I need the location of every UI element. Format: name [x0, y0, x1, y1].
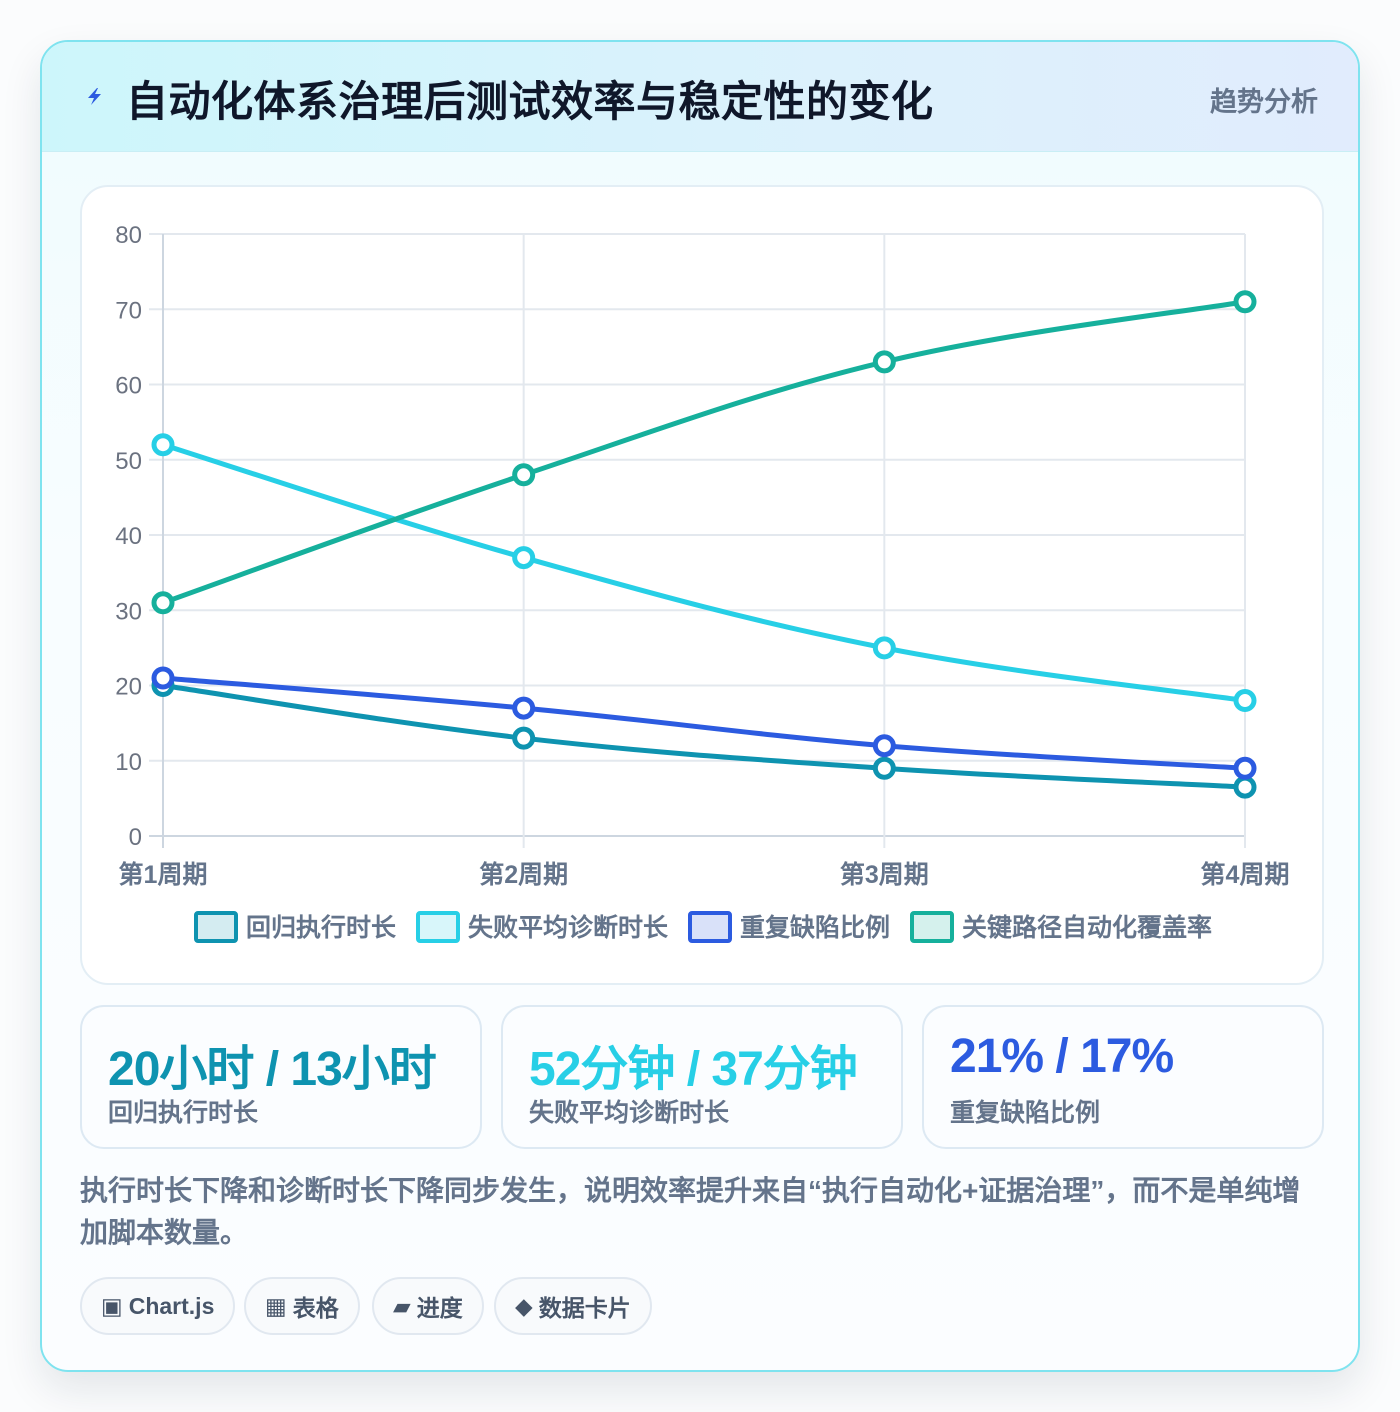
- pill-table[interactable]: ▦ 表格: [244, 1277, 360, 1335]
- stat-label: 失败平均诊断时长: [529, 1099, 730, 1127]
- x-tick-label: 第3周期: [840, 860, 929, 889]
- pill-data-card[interactable]: ◆ 数据卡片: [494, 1277, 652, 1335]
- diamond-icon: ◆: [515, 1292, 533, 1319]
- data-point: [151, 666, 175, 690]
- summary-text: 执行时长下降和诊断时长下降同步发生，说明效率提升来自“执行自动化+证据治理”，而…: [80, 1175, 1301, 1248]
- data-point: [512, 463, 536, 487]
- data-point: [1233, 689, 1257, 713]
- bolt-icon: [88, 88, 101, 105]
- stat-value: 21% / 17%: [950, 1030, 1174, 1083]
- stat-card-regression: 20小时 / 13小时 回归执行时长: [80, 1005, 482, 1149]
- card-header: 自动化体系治理后测试效率与稳定性的变化 趋势分析: [42, 42, 1358, 152]
- data-point: [872, 350, 896, 374]
- data-point: [872, 734, 896, 758]
- data-point: [512, 696, 536, 720]
- legend-label: 关键路径自动化覆盖率: [962, 913, 1212, 942]
- data-point: [151, 433, 175, 457]
- data-point: [151, 591, 175, 615]
- data-point: [1233, 775, 1257, 799]
- chart-panel: 0 10 20 30 40 50 60 70 80 第1周期 第2周期 第3周期 第4周期回归执行时长 失…: [80, 185, 1324, 985]
- x-tick-label: 第2周期: [479, 860, 568, 889]
- trend-analysis-tag: 趋势分析: [1210, 87, 1318, 117]
- data-point: [1233, 290, 1257, 314]
- data-point: [512, 546, 536, 570]
- y-tick-label: 60: [115, 373, 142, 400]
- y-tick-label: 40: [115, 523, 142, 550]
- y-tick-label: 0: [129, 824, 142, 851]
- y-tick-label: 50: [115, 448, 142, 475]
- series-line: [160, 442, 1248, 704]
- stat-value: 20小时 / 13小时: [108, 1043, 437, 1096]
- series-line: [160, 683, 1248, 790]
- pill-label: 数据卡片: [538, 1295, 631, 1321]
- square-icon: ▣: [101, 1292, 123, 1319]
- legend-swatch: [416, 911, 460, 943]
- pill-progress[interactable]: ▰ 进度: [372, 1277, 484, 1335]
- y-tick-label: 30: [115, 598, 142, 625]
- legend-label: 重复缺陷比例: [740, 913, 890, 942]
- legend-swatch: [910, 911, 954, 943]
- page-title: 自动化体系治理后测试效率与稳定性的变化: [126, 78, 934, 125]
- y-tick-label: 70: [115, 297, 142, 324]
- stat-card-defects: 21% / 17% 重复缺陷比例: [922, 1005, 1324, 1149]
- legend-swatch: [688, 911, 732, 943]
- legend-label: 失败平均诊断时长: [468, 913, 669, 942]
- data-point: [872, 756, 896, 780]
- y-tick-label: 10: [115, 749, 142, 776]
- legend-swatch: [194, 911, 238, 943]
- x-tick-label: 第4周期: [1201, 860, 1290, 889]
- progress-icon: ▰: [393, 1292, 411, 1319]
- data-point: [512, 726, 536, 750]
- data-point: [1233, 756, 1257, 780]
- pill-label: 进度: [416, 1295, 463, 1321]
- data-point: [872, 636, 896, 660]
- x-tick-label: 第1周期: [119, 860, 208, 889]
- pill-chartjs[interactable]: ▣ Chart.js: [80, 1277, 236, 1335]
- series-line: [160, 299, 1248, 606]
- series-line: [160, 675, 1248, 771]
- stat-label: 回归执行时长: [108, 1099, 259, 1127]
- legend-label: 回归执行时长: [246, 914, 397, 942]
- pill-label: 表格: [292, 1295, 339, 1321]
- pill-label: Chart.js: [128, 1292, 215, 1319]
- stat-label: 重复缺陷比例: [950, 1099, 1101, 1127]
- stat-card-diagnosis: 52分钟 / 37分钟 失败平均诊断时长: [501, 1005, 903, 1149]
- chart-card: 自动化体系治理后测试效率与稳定性的变化 趋势分析 0 10 20 30 40 50 60 70…: [40, 40, 1360, 1372]
- grid-icon: ▦: [265, 1292, 287, 1319]
- stat-value: 52分钟 / 37分钟: [529, 1043, 858, 1096]
- y-tick-label: 80: [115, 222, 142, 249]
- y-tick-label: 20: [115, 674, 142, 701]
